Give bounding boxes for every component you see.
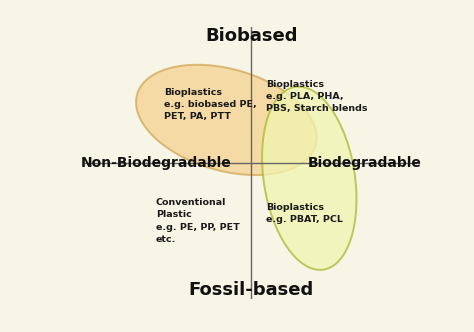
Text: Biobased: Biobased	[205, 27, 298, 44]
Text: Bioplastics
e.g. biobased PE,
PET, PA, PTT: Bioplastics e.g. biobased PE, PET, PA, P…	[164, 88, 257, 121]
Text: Conventional
Plastic
e.g. PE, PP, PET
etc.: Conventional Plastic e.g. PE, PP, PET et…	[156, 198, 239, 244]
Text: Bioplastics
e.g. PBAT, PCL: Bioplastics e.g. PBAT, PCL	[266, 203, 343, 224]
Ellipse shape	[136, 65, 317, 175]
Ellipse shape	[262, 87, 356, 270]
Text: Bioplastics
e.g. PLA, PHA,
PBS, Starch blends: Bioplastics e.g. PLA, PHA, PBS, Starch b…	[266, 80, 367, 113]
Text: Fossil-based: Fossil-based	[189, 281, 314, 299]
Text: Biodegradable: Biodegradable	[308, 156, 421, 170]
Text: Non-Biodegradable: Non-Biodegradable	[81, 156, 232, 170]
